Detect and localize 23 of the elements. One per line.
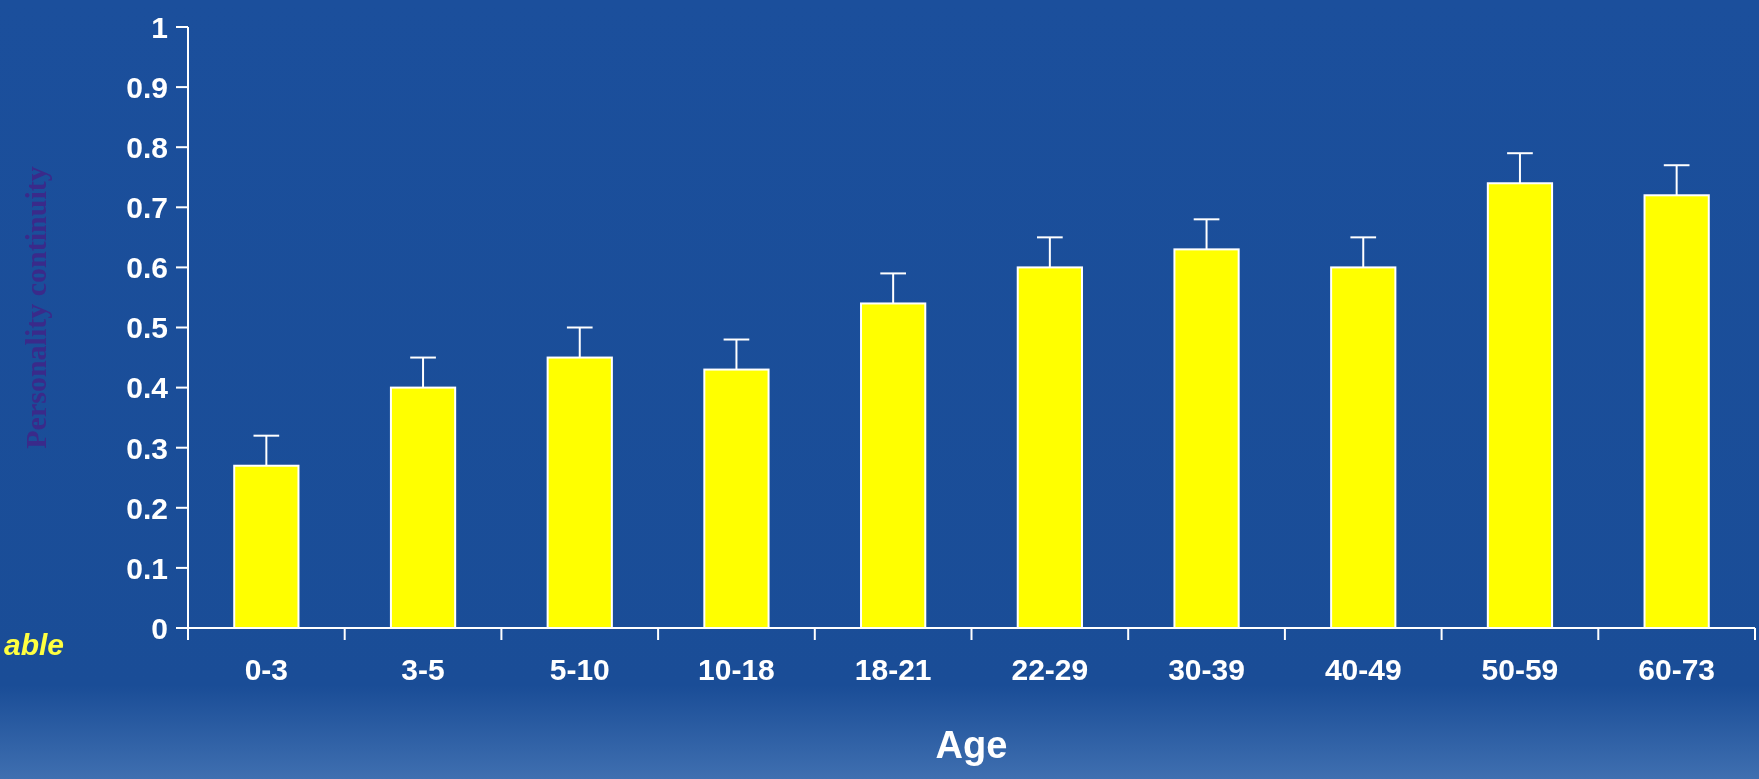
y-tick-label: 1 [151,10,168,44]
x-tick-label: 60-73 [1638,653,1716,686]
x-tick-label: 40-49 [1324,653,1402,686]
x-tick-label: 0-3 [244,653,289,686]
x-tick-label: 10-18 [698,653,775,686]
y-tick-label: 0.4 [126,371,169,405]
text: able [4,628,65,661]
x-tick-label: 5-10 [549,653,610,686]
x-tick-label: 18-21 [854,653,932,686]
y-tick-label: 0.5 [126,311,168,345]
x-tick-label: 3-5 [401,653,445,686]
y-tick-label: 0.7 [126,191,168,225]
y-tick-label: 0 [151,611,168,645]
y-tick-label: 0.3 [126,431,168,465]
x-tick-label: 30-39 [1168,653,1245,686]
y-tick-label: 0.6 [126,251,168,285]
y-tick-label: 0.8 [126,131,168,164]
y-tick-label: 0.1 [126,551,168,585]
x-tick-label: 22-29 [1011,653,1089,686]
x-axis-title: Age [935,724,1008,766]
x-tick-label: 50-59 [1481,653,1559,686]
y-tick-label: 0.9 [126,70,168,104]
y-tick-label: 0.2 [126,491,168,525]
